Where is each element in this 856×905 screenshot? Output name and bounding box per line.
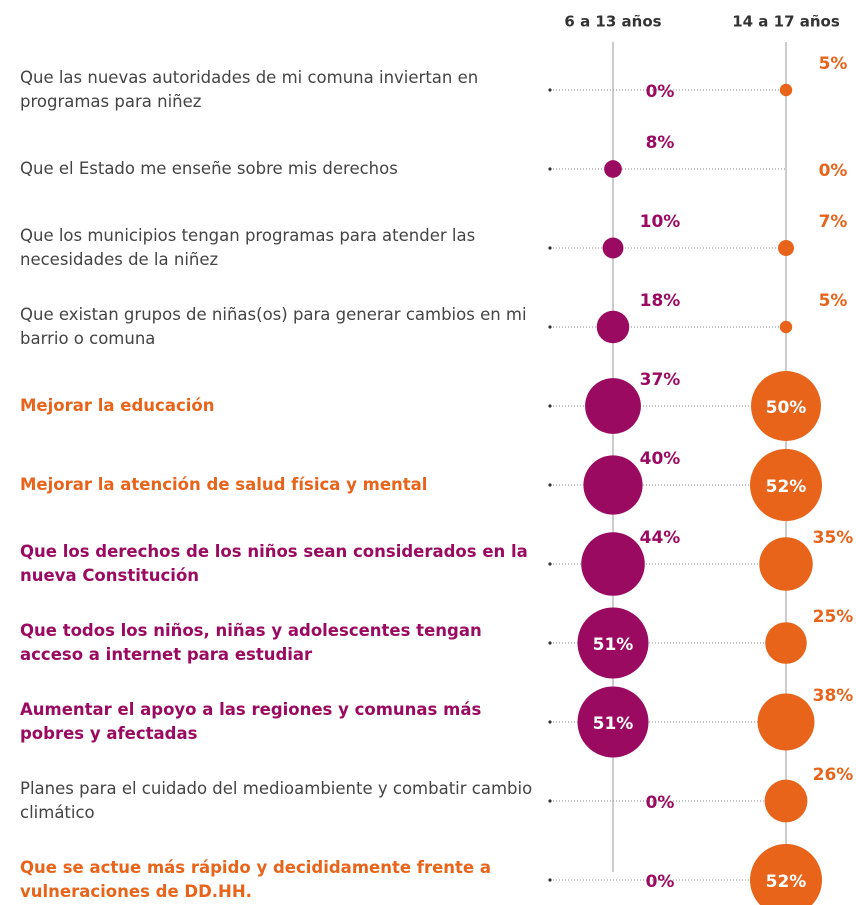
- bubble: [779, 320, 793, 334]
- row-dot: [548, 878, 552, 882]
- row-dot: [548, 799, 552, 803]
- value-label: 0%: [646, 82, 675, 102]
- row-dot: [548, 641, 552, 645]
- value-label: 44%: [640, 528, 681, 548]
- category-label: Mejorar la atención de salud física y me…: [20, 475, 428, 494]
- value-label: 35%: [813, 528, 854, 548]
- bubble: [751, 371, 821, 441]
- bubble: [602, 237, 624, 259]
- row-dot: [548, 88, 552, 92]
- value-label: 51%: [593, 635, 634, 655]
- value-label: 5%: [819, 291, 848, 311]
- category-label: Que los municipios tengan programas para…: [20, 226, 476, 269]
- value-label: 0%: [819, 161, 848, 181]
- value-label: 50%: [766, 398, 807, 418]
- value-label: 51%: [593, 714, 634, 734]
- row-dot: [548, 562, 552, 566]
- bubble: [749, 843, 823, 905]
- value-label: 25%: [813, 607, 854, 627]
- value-label: 37%: [640, 370, 681, 390]
- bubble: [596, 310, 630, 344]
- series-header: 6 a 13 años: [564, 13, 661, 31]
- value-label: 26%: [813, 765, 854, 785]
- category-label: Que todos los niños, niñas y adolescente…: [20, 621, 482, 664]
- category-label: Mejorar la educación: [20, 396, 215, 415]
- bubble: [765, 622, 807, 664]
- row-dot: [548, 246, 552, 250]
- bubble: [577, 686, 649, 758]
- category-label: Que las nuevas autoridades de mi comuna …: [20, 68, 479, 111]
- series-header: 14 a 17 años: [732, 13, 840, 31]
- category-label: Planes para el cuidado del medioambiente…: [20, 779, 533, 822]
- bubble: [577, 607, 649, 679]
- category-label: Que se actue más rápido y decididamente …: [20, 858, 491, 901]
- row-dot: [548, 167, 552, 171]
- category-label: Que existan grupos de niñas(os) para gen…: [20, 305, 527, 348]
- bubble: [764, 779, 808, 823]
- value-label: 52%: [766, 477, 807, 497]
- bubble: [585, 378, 641, 434]
- value-label: 52%: [766, 872, 807, 892]
- value-label: 18%: [640, 291, 681, 311]
- bubble: [759, 537, 813, 591]
- value-label: 8%: [646, 133, 675, 153]
- value-label: 5%: [819, 54, 848, 74]
- bubble: [604, 160, 622, 178]
- value-label: 7%: [819, 212, 848, 232]
- row-dot: [548, 404, 552, 408]
- bubble: [749, 448, 823, 522]
- bubble: [757, 693, 815, 751]
- row-dot: [548, 483, 552, 487]
- value-label: 0%: [646, 793, 675, 813]
- value-label: 38%: [813, 686, 854, 706]
- value-label: 10%: [640, 212, 681, 232]
- category-label: Que los derechos de los niños sean consi…: [20, 542, 528, 585]
- row-dot: [548, 720, 552, 724]
- bubble: [581, 532, 645, 596]
- category-label: Que el Estado me enseñe sobre mis derech…: [20, 159, 398, 178]
- category-label: Aumentar el apoyo a las regiones y comun…: [20, 700, 482, 743]
- bubble: [583, 455, 643, 515]
- value-label: 0%: [646, 872, 675, 892]
- row-dot: [548, 325, 552, 329]
- value-label: 40%: [640, 449, 681, 469]
- bubble: [777, 239, 795, 257]
- bubble: [779, 83, 793, 97]
